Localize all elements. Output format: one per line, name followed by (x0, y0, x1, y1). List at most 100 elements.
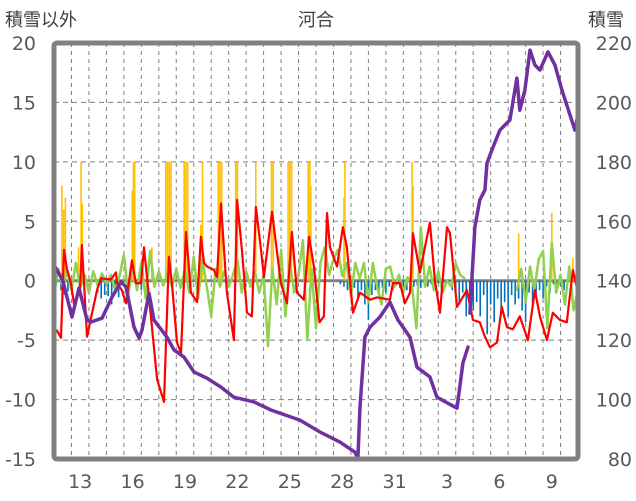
snow_change-bar (357, 280, 359, 299)
precip-bar (287, 161, 289, 281)
other-line (515, 241, 580, 330)
plot-frame (51, 40, 581, 462)
precip-bar (131, 190, 134, 281)
snow_change-bar (493, 280, 495, 323)
precip-bar (77, 247, 80, 281)
snow_change-bar (140, 280, 143, 291)
precip-bar (290, 161, 293, 281)
snow_change-bar (563, 280, 565, 291)
snow_change-bar (538, 280, 541, 291)
snow_change-bar (461, 280, 464, 293)
snow_change-bar (360, 280, 363, 291)
snow_change-bar (402, 280, 405, 287)
snow_change-bar (514, 280, 516, 305)
x-tick-label: 9 (546, 471, 558, 493)
snow_change-bar (364, 280, 366, 305)
snow_change-bar (545, 280, 548, 287)
precip-bar (186, 161, 189, 281)
snow_change-bar (437, 280, 440, 284)
left-tick-label: -15 (5, 449, 36, 471)
snow_change-bar (517, 280, 520, 299)
snow_change-bar (528, 280, 530, 293)
x-tick-label: 22 (225, 471, 249, 493)
snow_change-bar (339, 280, 342, 285)
snow_change-bar (60, 280, 62, 291)
snow_change-bar (507, 280, 509, 317)
right-tick-label: 100 (596, 390, 632, 412)
left-tick-label: -5 (17, 330, 36, 352)
snow_change-bar (388, 280, 391, 287)
snow-depth-line (468, 48, 580, 315)
x-tick-label: 31 (383, 471, 407, 493)
precip-bar (81, 203, 84, 281)
precip-bar (62, 209, 65, 281)
precip-bar (289, 161, 291, 281)
right-tick-label: 80 (608, 449, 632, 471)
snow_change-bar (521, 280, 523, 311)
left-axis-title: 積雪以外 (5, 10, 77, 31)
snow_change-bar (103, 280, 106, 295)
chart-title: 河合 (298, 10, 334, 31)
snow_change-bar (107, 280, 109, 297)
precip-bar (411, 161, 413, 281)
precip-bar (183, 161, 185, 281)
precip-bar (517, 233, 520, 281)
snow-depth-line (52, 263, 470, 460)
snow_change-bar (479, 280, 482, 317)
left-tick-label: 5 (24, 211, 36, 233)
left-tick-label: -10 (5, 390, 36, 412)
snow_change-bar (475, 280, 478, 303)
snow_change-bar (531, 280, 534, 305)
snow_change-bar (420, 280, 422, 288)
snow_change-bar (385, 280, 387, 293)
left-tick-label: 0 (24, 271, 36, 293)
snow_change-bar (535, 280, 537, 299)
left-tick-label: 10 (12, 152, 36, 174)
snow_change-bar (465, 280, 468, 317)
precip-bar (64, 197, 67, 281)
snow_change-bar (503, 280, 506, 303)
snow_change-bar (413, 280, 415, 287)
right-tick-label: 180 (596, 152, 632, 174)
precip-bar (309, 161, 311, 281)
snow_change-bar (110, 280, 113, 305)
x-tick-label: 6 (493, 471, 505, 493)
snow_change-bar (489, 280, 492, 305)
precip-bar (343, 197, 345, 281)
snow_change-bar (406, 280, 408, 291)
snow_change-bar (381, 280, 384, 288)
precip-bar (185, 161, 187, 281)
axes: 20 15 10 5 0 -5 -10 -15 220 200 180 160 140 120 100 80 1… (5, 33, 632, 493)
snow_change-bar (100, 280, 102, 299)
right-tick-label: 220 (596, 33, 632, 55)
snow_change-bar (427, 280, 429, 287)
right-axis-title: 積雪 (588, 10, 624, 31)
lines (52, 48, 580, 460)
snow_change-bar (552, 280, 555, 285)
right-tick-label: 140 (596, 271, 632, 293)
precip-bar (166, 161, 169, 281)
snow_change-bar (472, 280, 475, 311)
precip-bar (165, 161, 167, 281)
left-tick-label: 20 (12, 33, 36, 55)
x-tick-label: 3 (441, 471, 453, 493)
right-tick-label: 160 (596, 211, 632, 233)
right-tick-label: 120 (596, 330, 632, 352)
snow_change-bar (482, 280, 485, 295)
snow_change-bar (500, 280, 502, 314)
x-tick-label: 19 (173, 471, 197, 493)
snow_change-bar (510, 280, 513, 295)
snow_change-bar (542, 280, 544, 299)
precip-bar (201, 161, 204, 281)
snow_change-bar (371, 280, 373, 295)
precip-bar (61, 185, 63, 281)
x-tick-label: 28 (330, 471, 354, 493)
precip-bar (170, 161, 172, 281)
x-tick-label: 13 (68, 471, 92, 493)
precip-bar (309, 185, 312, 281)
precip-bar (307, 161, 309, 281)
snow_change-bar (496, 280, 499, 299)
precip-bar (168, 161, 171, 281)
snow_change-bar (343, 280, 345, 287)
